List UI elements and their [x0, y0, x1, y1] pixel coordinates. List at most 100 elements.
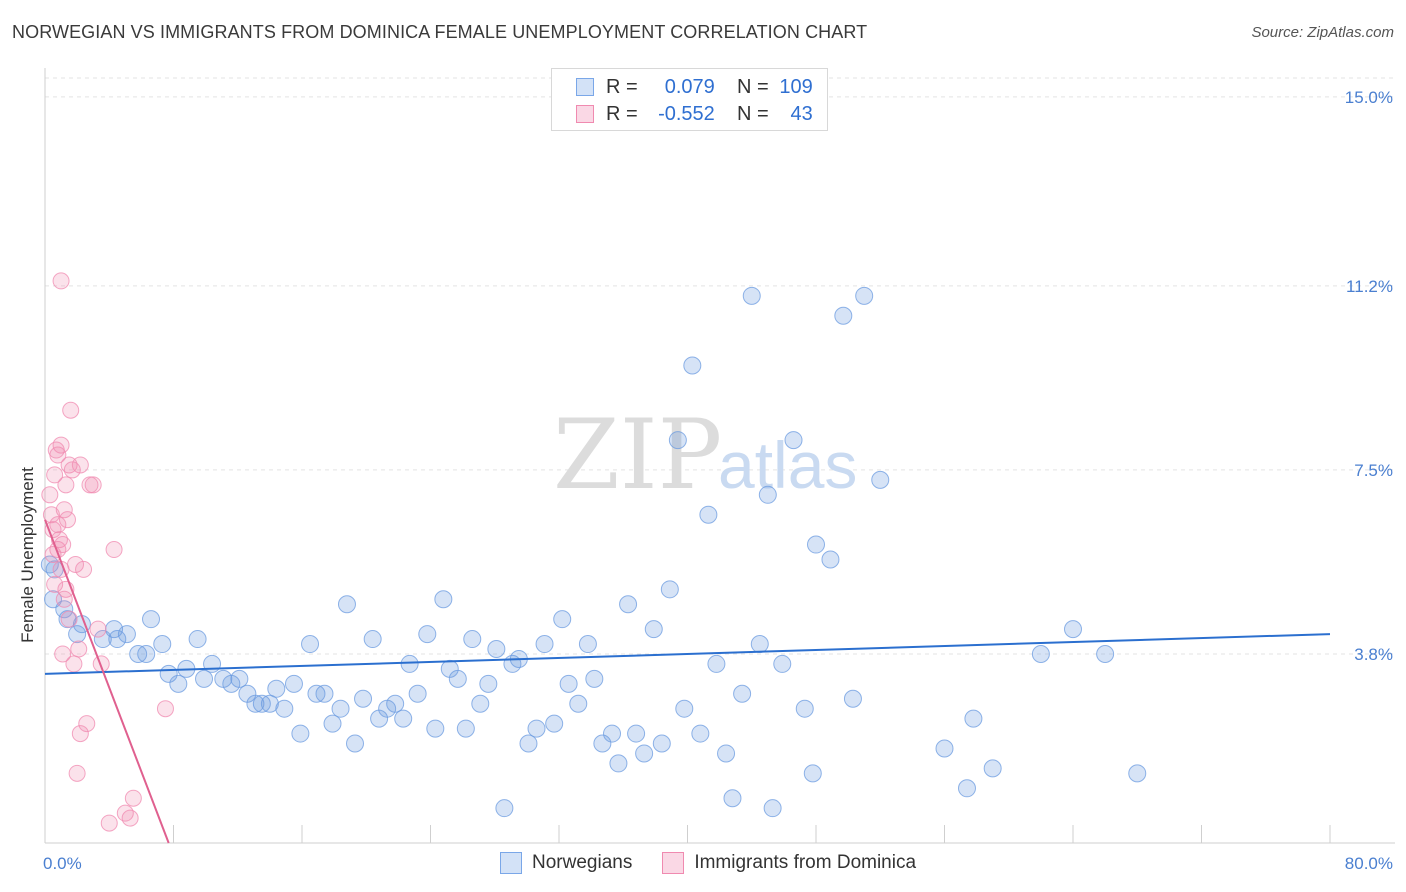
norwegians-trend-line	[44, 633, 1331, 675]
legend-label-norwegians: Norwegians	[532, 852, 633, 873]
norwegians-point	[535, 635, 554, 654]
norwegians-point	[784, 431, 803, 450]
norwegians-point	[284, 674, 303, 693]
norwegians-point	[260, 694, 279, 713]
dominica-point	[65, 655, 83, 673]
axes	[44, 68, 1395, 844]
norwegians-point	[142, 610, 161, 629]
norwegians-point	[137, 644, 156, 663]
dominica-point	[75, 560, 93, 578]
norwegians-point	[1064, 620, 1082, 639]
y-tick-label: 3.8%	[1354, 645, 1393, 664]
dominica-point	[124, 789, 142, 807]
dominica-point	[70, 640, 88, 658]
norwegians-point	[578, 635, 597, 654]
dominica-point	[49, 516, 67, 534]
norwegians-point	[668, 431, 687, 450]
norwegians-swatch	[500, 852, 522, 874]
dominica-point	[52, 272, 70, 290]
dominica-point	[100, 814, 118, 832]
legend-r-value: 0.079	[664, 75, 715, 98]
norwegians-point	[763, 799, 782, 818]
dominica-point	[42, 506, 60, 524]
norwegians-point	[363, 630, 382, 649]
norwegians-point	[627, 724, 646, 743]
dominica-point	[71, 456, 89, 474]
norwegians-point	[315, 684, 334, 703]
norwegians-point	[68, 625, 87, 644]
legend-r-label: R =	[606, 102, 638, 125]
norwegians-point	[230, 669, 249, 688]
legend-label-dominica: Immigrants from Dominica	[694, 852, 917, 873]
norwegians-point	[843, 689, 862, 708]
chart-title: NORWEGIAN VS IMMIGRANTS FROM DOMINICA FE…	[12, 22, 868, 42]
dominica-point	[52, 436, 70, 454]
norwegians-point	[153, 635, 172, 654]
norwegians-point	[386, 694, 405, 713]
norwegians-point	[291, 724, 310, 743]
dominica-point	[44, 521, 62, 539]
legend-swatch-blue	[576, 78, 594, 96]
y-tick-label: 7.5%	[1354, 461, 1393, 480]
norwegians-point	[479, 674, 498, 693]
tick-labels: 3.8% 7.5% 11.2% 15.0% 0.0% 80.0%	[43, 88, 1393, 873]
dominica-point	[156, 700, 174, 718]
norwegians-point	[807, 535, 825, 554]
norwegians-points	[40, 286, 1147, 818]
dominica-point	[68, 764, 86, 782]
norwegians-point	[169, 674, 188, 693]
dominica-point	[41, 486, 59, 504]
norwegians-point	[717, 744, 736, 763]
correlation-legend: R = 0.079 N = 109 R = -0.552 N = 43	[551, 68, 828, 131]
norwegians-point	[275, 699, 294, 718]
norwegians-point	[267, 679, 286, 698]
norwegians-point	[733, 684, 752, 703]
norwegians-point	[699, 505, 718, 524]
norwegians-point	[354, 689, 373, 708]
norwegians-point	[834, 306, 853, 325]
norwegians-point	[559, 674, 578, 693]
legend-item-dominica[interactable]: Immigrants from Dominica	[662, 852, 916, 874]
watermark-atlas: atlas	[718, 428, 857, 502]
dominica-point	[58, 511, 76, 529]
dominica-point	[55, 501, 73, 519]
legend-row-norwegians: R = 0.079 N = 109	[576, 74, 813, 100]
norwegians-point	[644, 620, 663, 639]
legend-item-norwegians[interactable]: Norwegians	[500, 852, 632, 874]
legend-row-dominica: R = -0.552 N = 43	[576, 101, 813, 127]
watermark-zip: ZIP	[553, 399, 722, 511]
norwegians-point	[569, 694, 588, 713]
norwegians-point	[723, 789, 742, 808]
y-tick-label: 11.2%	[1346, 277, 1393, 296]
norwegians-point	[675, 699, 694, 718]
series-legend: Norwegians Immigrants from Dominica	[500, 852, 946, 874]
dominica-points	[41, 272, 174, 832]
norwegians-point	[935, 739, 954, 758]
norwegians-point	[394, 709, 413, 728]
x-tick-label-max: 80.0%	[1345, 854, 1393, 873]
norwegians-point	[691, 724, 710, 743]
norwegians-point	[471, 694, 490, 713]
dominica-point	[60, 610, 78, 628]
norwegians-point	[331, 699, 350, 718]
norwegians-point	[400, 654, 419, 673]
dominica-point	[46, 575, 64, 593]
norwegians-point	[55, 600, 74, 619]
dominica-point	[78, 715, 96, 733]
norwegians-point	[58, 610, 77, 629]
dominica-point	[89, 620, 107, 638]
norwegians-point	[635, 744, 654, 763]
legend-n-label: N =	[737, 102, 769, 125]
norwegians-point	[652, 734, 671, 753]
norwegians-point	[117, 625, 136, 644]
dominica-point	[54, 645, 72, 663]
legend-n-value: 43	[790, 102, 813, 125]
norwegians-point	[487, 640, 506, 659]
y-tick-label: 15.0%	[1345, 88, 1393, 107]
norwegians-point	[93, 630, 112, 649]
norwegians-point	[456, 719, 475, 738]
norwegians-point	[619, 595, 638, 614]
norwegians-point	[448, 669, 467, 688]
dominica-point	[63, 461, 81, 479]
